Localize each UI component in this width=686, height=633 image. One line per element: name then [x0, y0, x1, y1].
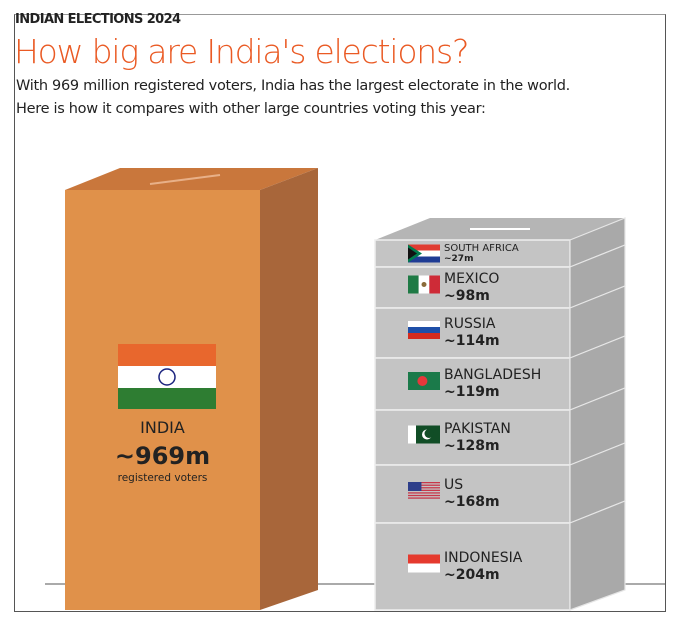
russia-flag-icon — [408, 321, 440, 339]
indonesia-flag-icon — [408, 554, 440, 573]
us-flag-icon — [408, 482, 440, 499]
country-name: US — [444, 477, 464, 493]
stack-segment-russia — [374, 285, 626, 359]
country-value: ~98m — [444, 287, 490, 304]
country-name: MEXICO — [444, 270, 500, 287]
country-value: ~168m — [444, 494, 500, 510]
country-name: INDONESIA — [444, 549, 523, 566]
india-value: ~969m — [114, 442, 211, 470]
stack-segment-indonesia — [374, 500, 626, 611]
country-value: ~204m — [444, 566, 500, 583]
country-value: ~128m — [444, 437, 500, 454]
stack-segment-bangladesh — [374, 335, 626, 411]
subtitle-line-1: With 969 million registered voters, Indi… — [16, 78, 570, 94]
country-value: ~27m — [444, 253, 474, 264]
country-value: ~114m — [444, 333, 500, 349]
page-title: How big are India's elections? — [14, 32, 470, 71]
stack-segment-pakistan — [374, 387, 626, 466]
country-name: SOUTH AFRICA — [444, 242, 519, 254]
india-caption: registered voters — [117, 472, 208, 484]
country-name: PAKISTAN — [444, 420, 511, 437]
country-name: RUSSIA — [444, 316, 496, 332]
kicker: INDIAN ELECTIONS 2024 — [15, 12, 181, 27]
frame — [14, 14, 666, 612]
pakistan-flag-icon — [408, 425, 440, 444]
india-flag-icon — [118, 344, 216, 409]
stack-segment-mexico — [374, 244, 626, 309]
south-africa-flag-icon — [408, 244, 440, 263]
bangladesh-flag-icon — [408, 372, 440, 390]
india-ballot-slot — [149, 174, 221, 185]
mexico-flag-icon — [408, 275, 440, 294]
stack-segment-us — [374, 442, 626, 524]
country-value: ~119m — [444, 384, 500, 400]
subtitle-line-2: Here is how it compares with other large… — [16, 101, 486, 117]
india-box-side — [260, 168, 318, 610]
country-name: BANGLADESH — [444, 367, 542, 383]
india-name: INDIA — [140, 418, 185, 437]
stack-segment-south-africa — [374, 217, 626, 268]
